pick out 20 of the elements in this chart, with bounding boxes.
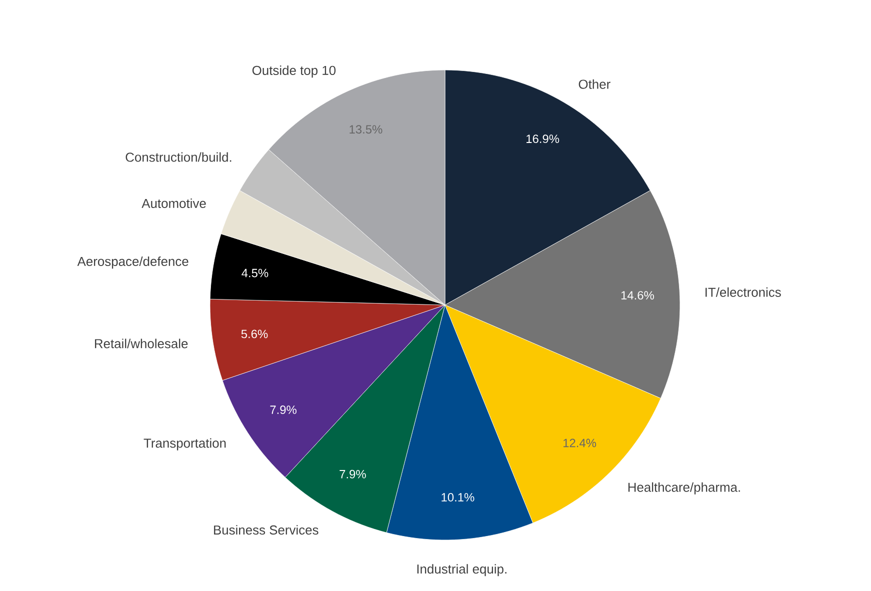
data-label: 7.9%: [270, 406, 296, 414]
data-label: 12.4%: [564, 438, 596, 448]
data-label: 4.5%: [242, 268, 268, 278]
slice-label: Healthcare/pharma.: [628, 482, 740, 494]
data-label: 16.9%: [526, 134, 560, 144]
slice-label: Automotive: [142, 198, 206, 208]
slice-label: Outside top 10: [252, 65, 336, 78]
slice-label: Transportation: [144, 438, 226, 450]
slice-label: IT/electronics: [706, 287, 781, 297]
data-label: 10.1%: [442, 493, 474, 502]
data-label: 5.6%: [241, 330, 268, 338]
slice-label: Other: [578, 79, 610, 89]
slice-label: Retail/wholesale: [94, 338, 188, 348]
data-label: 13.5%: [350, 125, 382, 134]
slice-label: Construction/build.: [126, 152, 232, 162]
slice-label: Aerospace/defence: [77, 256, 188, 269]
slice-label: Industrial equip.: [417, 564, 506, 576]
data-label: 14.6%: [621, 291, 654, 300]
data-label: 7.9%: [340, 470, 366, 478]
slice-label: Business Services: [214, 525, 318, 535]
